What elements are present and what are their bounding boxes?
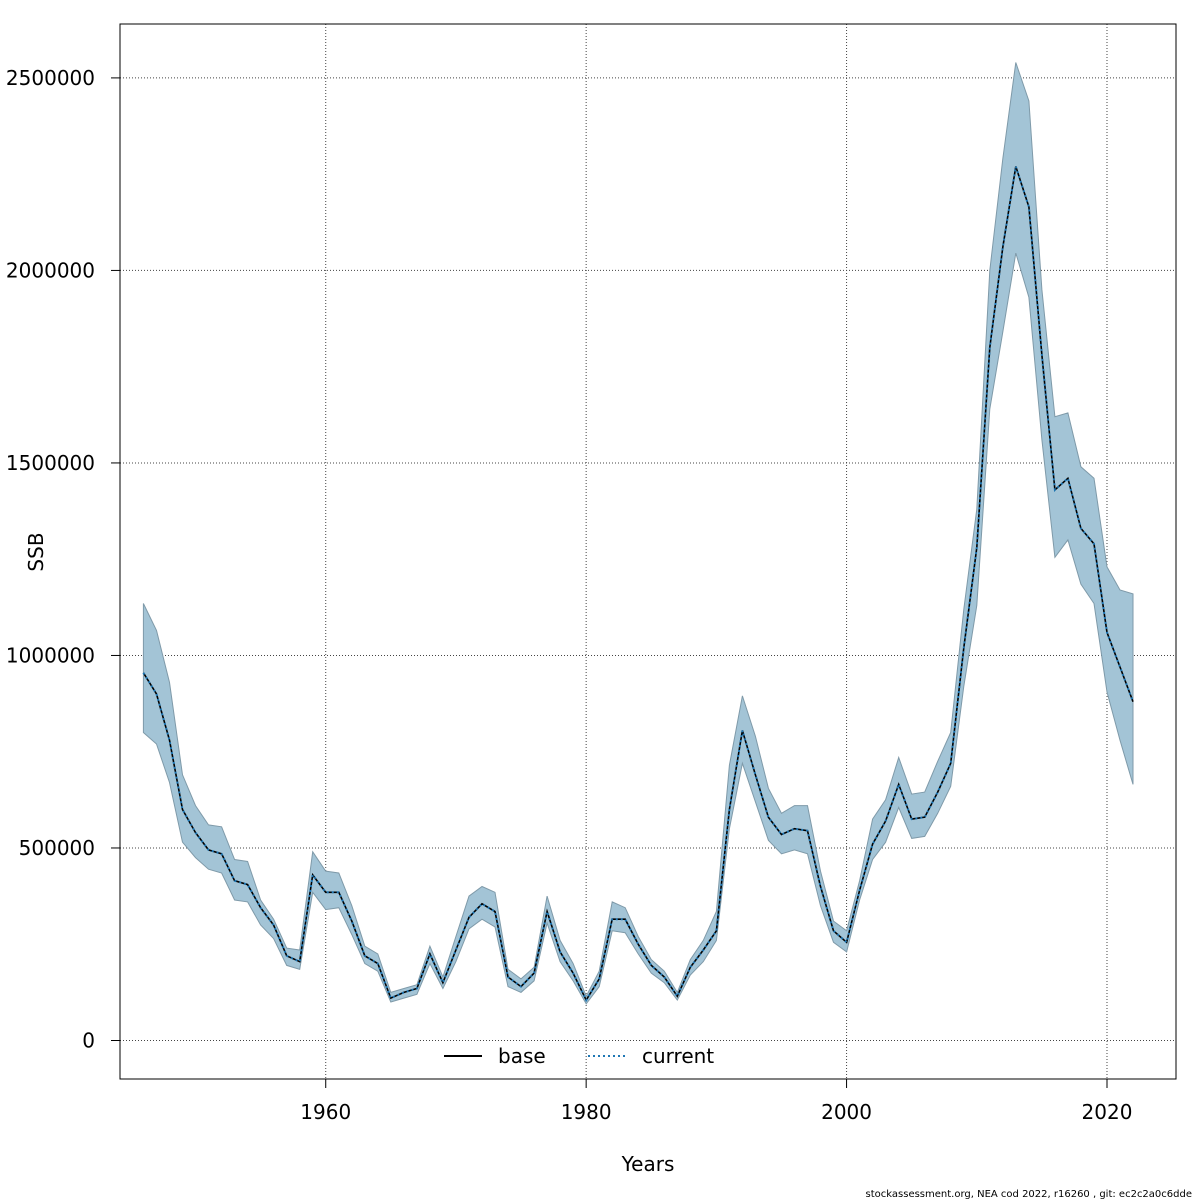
y-tick-label: 0 (82, 1028, 95, 1052)
x-tick-label: 1960 (300, 1100, 351, 1124)
legend-label-current: current (642, 1044, 714, 1068)
y-tick-label: 2500000 (6, 66, 95, 90)
confidence-band (142, 62, 1134, 1005)
y-tick-label: 500000 (19, 836, 95, 860)
y-tick-label: 1000000 (6, 643, 95, 667)
x-tick-label: 1980 (561, 1100, 612, 1124)
x-axis-title: Years (621, 1152, 675, 1176)
x-axis: 1960 1980 2000 2020 (300, 1079, 1132, 1124)
y-tick-label: 1500000 (6, 451, 95, 475)
y-tick-label: 2000000 (6, 258, 95, 282)
plot-border (119, 23, 1177, 1080)
x-tick-label: 2000 (821, 1100, 872, 1124)
footer-credit: stockassessment.org, NEA cod 2022, r1626… (866, 1189, 1192, 1200)
y-axis: 0 500000 1000000 1500000 2000000 2500000 (6, 66, 120, 1052)
x-tick-label: 2020 (1082, 1100, 1133, 1124)
legend: base current (444, 1044, 714, 1068)
series-line-current (142, 166, 1134, 1003)
series-line-base (142, 166, 1134, 1002)
y-axis-title: SSB (24, 532, 48, 571)
legend-label-base: base (498, 1044, 546, 1068)
